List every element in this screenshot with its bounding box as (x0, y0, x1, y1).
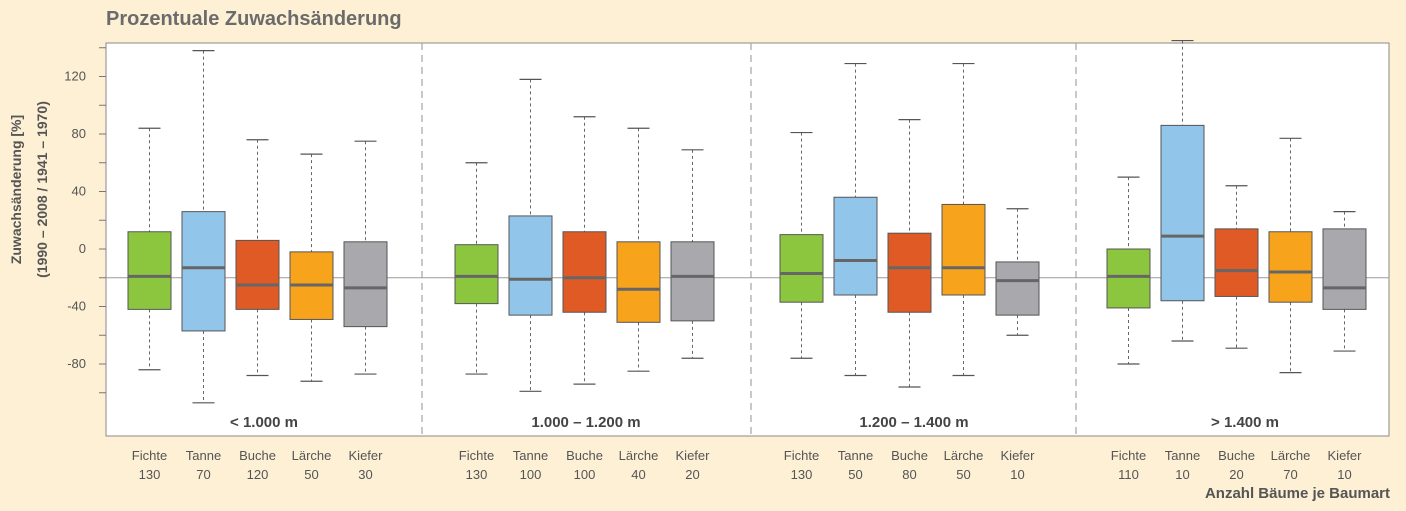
species-label: Fichte (132, 448, 167, 463)
species-label: Fichte (459, 448, 494, 463)
y-tick-label: 0 (79, 241, 86, 256)
species-label: Buche (239, 448, 276, 463)
box-buche (887, 232, 932, 313)
box-buche (1214, 228, 1259, 297)
tree-count-label: 70 (196, 467, 210, 482)
x-axis-label: Anzahl Bäume je Baumart (1204, 485, 1390, 502)
tree-count-label: 100 (574, 467, 596, 482)
species-label: Tanne (1165, 448, 1200, 463)
species-label: Buche (1218, 448, 1255, 463)
tree-count-label: 80 (902, 467, 916, 482)
altitude-band-label: > 1.400 m (1211, 414, 1279, 431)
species-label: Kiefer (676, 448, 711, 463)
box-tanne (508, 215, 553, 316)
species-label: Fichte (784, 448, 819, 463)
tree-count-label: 120 (247, 467, 269, 482)
species-label: Lärche (1271, 448, 1311, 463)
tree-count-label: 110 (1118, 467, 1139, 482)
box-kiefer (670, 241, 715, 322)
box-tanne (181, 211, 226, 332)
species-label: Tanne (513, 448, 548, 463)
tree-count-label: 20 (685, 467, 699, 482)
tree-count-label: 50 (848, 467, 862, 482)
species-label: Buche (566, 448, 603, 463)
species-label: Fichte (1111, 448, 1146, 463)
box-kiefer (995, 261, 1040, 316)
tree-count-label: 20 (1229, 467, 1243, 482)
box-fichte (1106, 248, 1151, 309)
tree-count-label: 40 (631, 467, 645, 482)
tree-count-label: 10 (1337, 467, 1351, 482)
altitude-band-label: < 1.000 m (230, 414, 298, 431)
box-lärche (616, 241, 661, 323)
tree-count-label: 50 (304, 467, 318, 482)
y-tick-label: -80 (67, 356, 86, 371)
box-tanne (833, 196, 878, 296)
species-label: Kiefer (1328, 448, 1363, 463)
species-label: Buche (891, 448, 928, 463)
tree-count-label: 130 (791, 467, 813, 482)
box-buche (562, 231, 607, 313)
y-tick-label: -40 (67, 299, 86, 314)
tree-count-label: 70 (1283, 467, 1297, 482)
y-tick-label: 40 (72, 184, 86, 199)
tree-count-label: 50 (956, 467, 970, 482)
y-axis-label: Zuwachsänderung [%] (8, 115, 24, 264)
species-label: Tanne (186, 448, 221, 463)
y-tick-label: 80 (72, 126, 86, 141)
species-label: Tanne (838, 448, 873, 463)
box-lärche (1268, 231, 1313, 303)
species-label: Lärche (944, 448, 984, 463)
tree-count-label: 10 (1010, 467, 1024, 482)
y-axis-label-period: (1990 – 2008 / 1941 – 1970) (34, 101, 50, 278)
tree-count-label: 100 (520, 467, 542, 482)
altitude-band-label: 1.000 – 1.200 m (531, 414, 640, 431)
box-kiefer (1322, 228, 1367, 310)
species-label: Lärche (292, 448, 332, 463)
tree-count-label: 130 (466, 467, 488, 482)
box-buche (235, 239, 280, 310)
box-fichte (779, 234, 824, 303)
species-label: Kiefer (349, 448, 384, 463)
species-label: Kiefer (1001, 448, 1036, 463)
box-lärche (941, 203, 986, 296)
y-tick-label: 120 (64, 69, 86, 84)
altitude-band-label: 1.200 – 1.400 m (859, 414, 968, 431)
box-fichte (454, 244, 499, 305)
chart-title: Prozentuale Zuwachsänderung (106, 8, 402, 30)
tree-count-label: 10 (1175, 467, 1189, 482)
tree-count-label: 130 (139, 467, 161, 482)
species-label: Lärche (619, 448, 659, 463)
tree-count-label: 30 (358, 467, 372, 482)
box-tanne (1160, 124, 1205, 302)
box-fichte (127, 231, 172, 310)
box-kiefer (343, 241, 388, 328)
